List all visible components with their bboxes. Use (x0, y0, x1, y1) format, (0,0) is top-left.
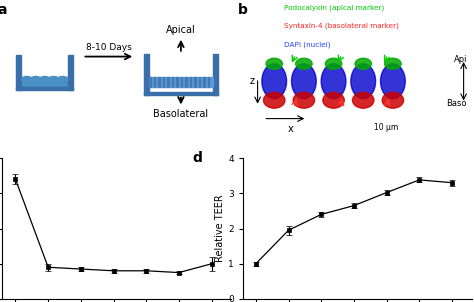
Text: Basolateral: Basolateral (154, 109, 209, 119)
Bar (21, 77, 68, 87)
Text: x: x (288, 124, 293, 134)
Bar (16, 87, 73, 90)
Circle shape (22, 76, 32, 83)
Bar (199, 77, 201, 87)
Y-axis label: Relative TEER: Relative TEER (215, 194, 225, 262)
Bar (144, 54, 149, 95)
Bar (172, 77, 173, 87)
Bar (194, 77, 196, 87)
Text: 8-10 Days: 8-10 Days (86, 43, 132, 52)
Bar (163, 77, 164, 87)
Text: z: z (249, 76, 255, 86)
Bar (185, 77, 187, 87)
Bar (149, 77, 212, 87)
Bar (167, 77, 169, 87)
Circle shape (40, 76, 50, 83)
Bar (144, 92, 218, 95)
Text: Api: Api (454, 55, 467, 64)
Circle shape (57, 76, 68, 83)
Bar (190, 77, 191, 87)
Text: Baso: Baso (447, 99, 467, 108)
Text: Apical: Apical (166, 25, 196, 35)
Bar (68, 55, 73, 90)
Text: DAPI (nuclei): DAPI (nuclei) (284, 41, 330, 48)
Text: Podocalyxin (apical marker): Podocalyxin (apical marker) (284, 5, 384, 11)
Text: 10 μm: 10 μm (374, 123, 399, 132)
Text: b: b (238, 3, 248, 17)
Bar (16, 55, 21, 90)
Text: d: d (192, 151, 202, 165)
Bar (181, 77, 182, 87)
Circle shape (49, 76, 59, 83)
Text: a: a (0, 3, 7, 17)
Bar (203, 77, 205, 87)
Bar (208, 77, 210, 87)
Circle shape (31, 76, 41, 83)
Bar (154, 77, 155, 87)
Bar (149, 77, 151, 87)
Bar (212, 54, 218, 95)
Bar (158, 77, 160, 87)
Bar (176, 77, 178, 87)
Text: Syntaxin-4 (basolateral marker): Syntaxin-4 (basolateral marker) (284, 23, 399, 29)
